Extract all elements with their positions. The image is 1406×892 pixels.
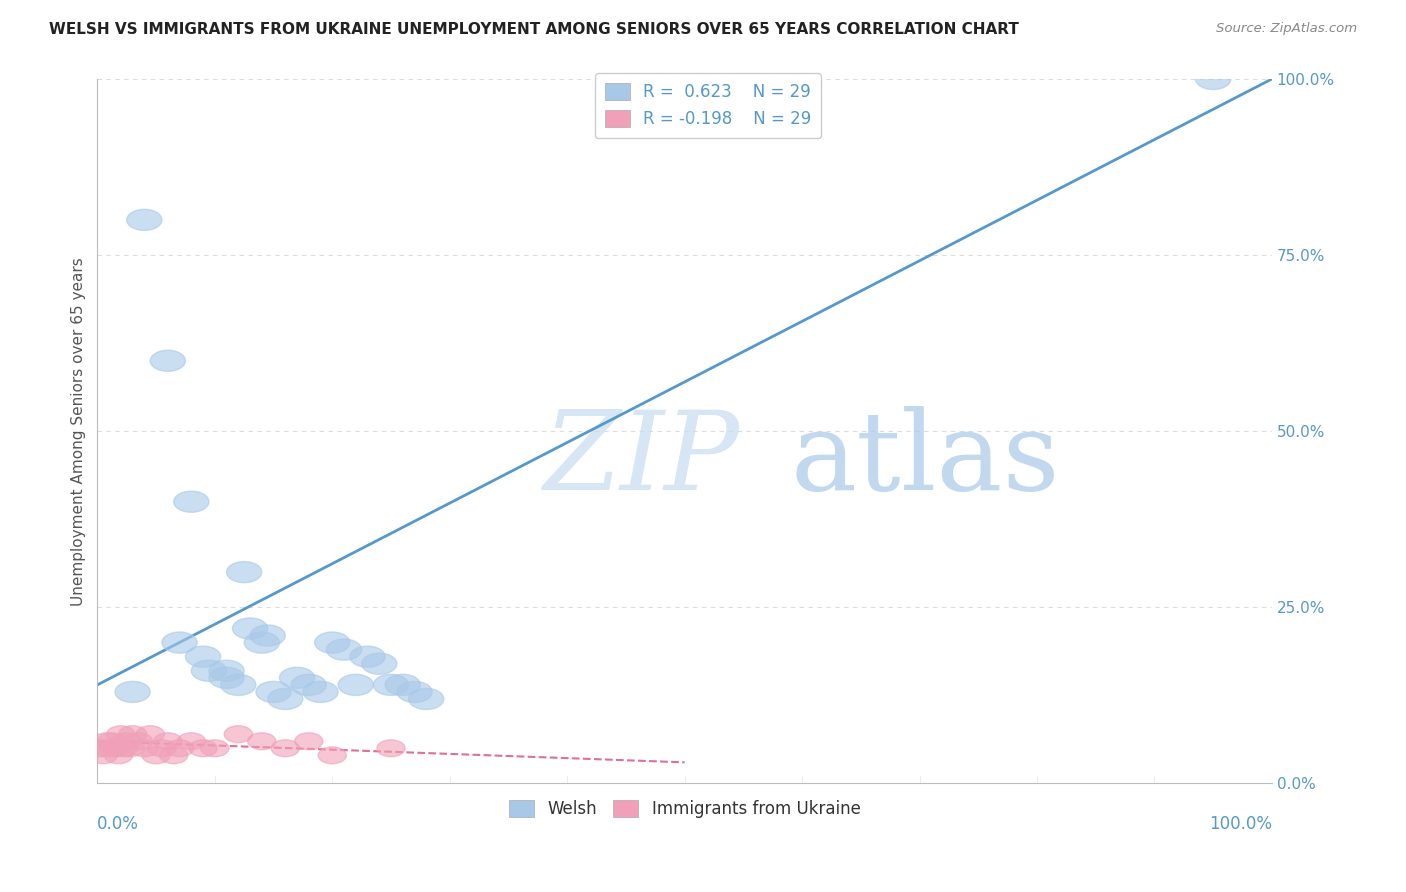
Text: Source: ZipAtlas.com: Source: ZipAtlas.com xyxy=(1216,22,1357,36)
Circle shape xyxy=(112,732,141,749)
Circle shape xyxy=(124,732,153,749)
Circle shape xyxy=(118,726,146,743)
Circle shape xyxy=(131,739,159,756)
Circle shape xyxy=(232,618,267,639)
Circle shape xyxy=(226,562,262,582)
Circle shape xyxy=(186,646,221,667)
Circle shape xyxy=(87,739,115,756)
Circle shape xyxy=(96,739,124,756)
Circle shape xyxy=(295,732,323,749)
Circle shape xyxy=(97,732,125,749)
Circle shape xyxy=(291,674,326,696)
Circle shape xyxy=(221,674,256,696)
Circle shape xyxy=(374,674,409,696)
Circle shape xyxy=(174,491,209,512)
Circle shape xyxy=(142,747,170,764)
Circle shape xyxy=(150,351,186,371)
Circle shape xyxy=(377,739,405,756)
Circle shape xyxy=(209,667,245,689)
Circle shape xyxy=(136,726,165,743)
Text: ZIP: ZIP xyxy=(544,406,740,513)
Circle shape xyxy=(350,646,385,667)
Circle shape xyxy=(115,681,150,703)
Text: 100.0%: 100.0% xyxy=(1209,815,1272,833)
Circle shape xyxy=(318,747,346,764)
Circle shape xyxy=(302,681,337,703)
Circle shape xyxy=(1195,69,1230,89)
Circle shape xyxy=(107,726,135,743)
Circle shape xyxy=(101,739,129,756)
Circle shape xyxy=(250,625,285,646)
Text: WELSH VS IMMIGRANTS FROM UKRAINE UNEMPLOYMENT AMONG SENIORS OVER 65 YEARS CORREL: WELSH VS IMMIGRANTS FROM UKRAINE UNEMPLO… xyxy=(49,22,1019,37)
Circle shape xyxy=(361,653,396,674)
Text: atlas: atlas xyxy=(790,406,1060,513)
Circle shape xyxy=(280,667,315,689)
Circle shape xyxy=(166,739,194,756)
Circle shape xyxy=(201,739,229,756)
Circle shape xyxy=(177,732,205,749)
Circle shape xyxy=(224,726,253,743)
Circle shape xyxy=(209,660,245,681)
Circle shape xyxy=(385,674,420,696)
Circle shape xyxy=(162,632,197,653)
Circle shape xyxy=(271,739,299,756)
Circle shape xyxy=(191,660,226,681)
Circle shape xyxy=(315,632,350,653)
Circle shape xyxy=(337,674,374,696)
Circle shape xyxy=(89,747,117,764)
Text: 0.0%: 0.0% xyxy=(97,815,139,833)
Circle shape xyxy=(245,632,280,653)
Circle shape xyxy=(117,739,145,756)
Circle shape xyxy=(256,681,291,703)
Circle shape xyxy=(93,732,121,749)
Circle shape xyxy=(326,639,361,660)
Circle shape xyxy=(110,739,138,756)
Circle shape xyxy=(153,732,181,749)
Circle shape xyxy=(396,681,432,703)
Y-axis label: Unemployment Among Seniors over 65 years: Unemployment Among Seniors over 65 years xyxy=(72,257,86,606)
Circle shape xyxy=(160,747,188,764)
Circle shape xyxy=(409,689,444,709)
Circle shape xyxy=(148,739,176,756)
Circle shape xyxy=(247,732,276,749)
Legend: Welsh, Immigrants from Ukraine: Welsh, Immigrants from Ukraine xyxy=(502,793,868,824)
Circle shape xyxy=(104,747,132,764)
Circle shape xyxy=(267,689,302,709)
Circle shape xyxy=(127,210,162,230)
Circle shape xyxy=(188,739,217,756)
